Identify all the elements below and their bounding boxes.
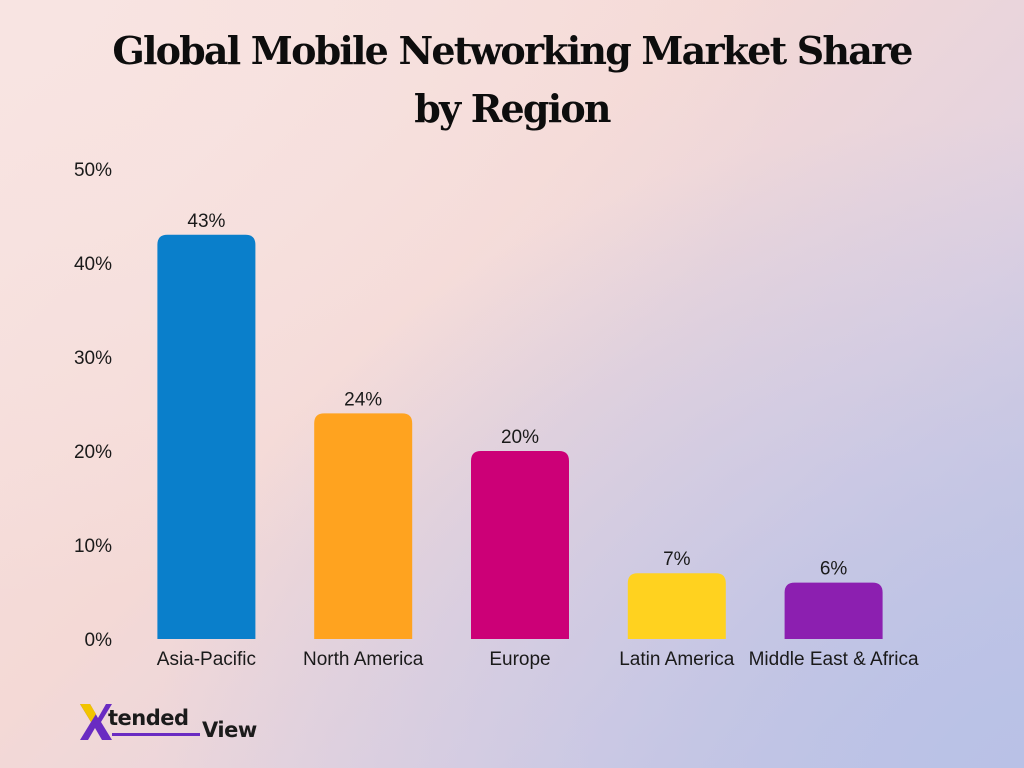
category-label: Latin America xyxy=(619,649,735,670)
y-tick-label: 50% xyxy=(74,160,112,181)
bars xyxy=(157,234,883,640)
bar-europe xyxy=(471,451,569,639)
y-tick-label: 20% xyxy=(74,442,112,463)
data-label: 43% xyxy=(187,211,225,232)
logo-x-icon xyxy=(80,704,112,740)
y-axis: 0% 10% 20% 30% 40% 50% xyxy=(74,160,112,651)
bar-asia-pacific xyxy=(157,234,256,640)
chart-title: Global Mobile Networking Market Share by… xyxy=(112,28,913,131)
category-label: Asia-Pacific xyxy=(157,649,256,670)
bar-middle-east-africa xyxy=(784,582,883,639)
y-tick-label: 30% xyxy=(74,348,112,369)
bar-chart: 0% 10% 20% 30% 40% 50% 43% 24% 20% 7% 6% Asia-Pac… xyxy=(74,160,919,670)
logo-underline xyxy=(112,733,200,736)
data-labels: 43% 24% 20% 7% 6% xyxy=(187,211,847,580)
category-label: Europe xyxy=(489,649,550,670)
y-tick-label: 10% xyxy=(74,536,112,557)
y-tick-label: 0% xyxy=(85,630,113,651)
data-label: 24% xyxy=(344,389,382,410)
logo-text-view: View xyxy=(202,718,257,742)
logo-text: tended xyxy=(108,706,189,730)
data-label: 20% xyxy=(501,427,539,448)
y-tick-label: 40% xyxy=(74,254,112,275)
category-label: Middle East & Africa xyxy=(749,649,919,670)
xtendedview-logo: tended View xyxy=(78,700,278,746)
data-label: 6% xyxy=(820,559,848,580)
data-label: 7% xyxy=(663,549,691,570)
x-axis: Asia-Pacific North America Europe Latin Ame… xyxy=(157,649,919,670)
bar-north-america xyxy=(314,413,413,639)
category-label: North America xyxy=(303,649,424,670)
bar-latin-america xyxy=(627,573,726,639)
